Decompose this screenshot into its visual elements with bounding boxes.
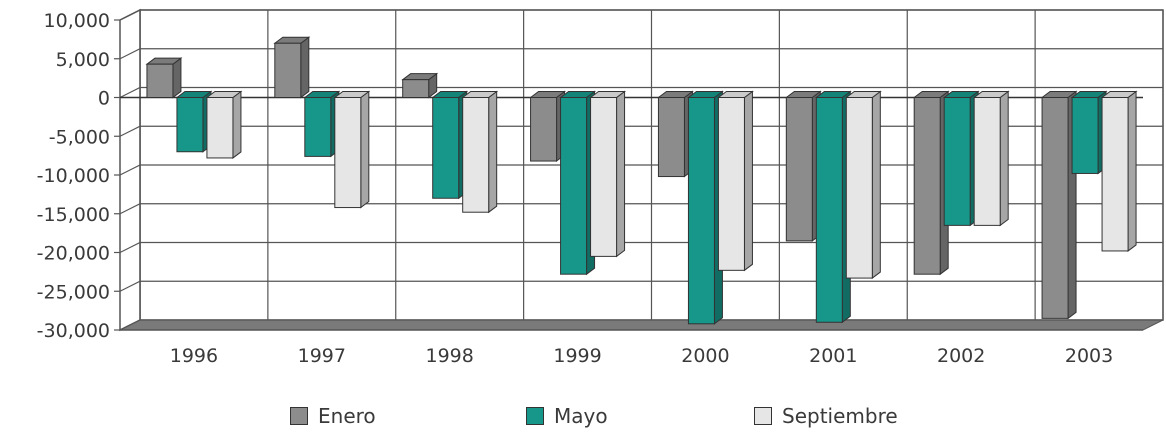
- floor: [119, 319, 1164, 331]
- x-tick-label: 2003: [1065, 345, 1113, 367]
- y-tick-label: -5,000: [49, 126, 110, 148]
- bar: [1070, 90, 1108, 175]
- bar-front: [560, 97, 588, 275]
- bar-front: [462, 97, 490, 213]
- bar-side: [172, 57, 182, 99]
- bar-front: [717, 97, 745, 271]
- bar-front: [274, 42, 302, 98]
- x-tick-label: 2001: [809, 345, 857, 367]
- y-tick-label: -20,000: [37, 243, 110, 265]
- legend-swatch-mayo: [526, 407, 544, 425]
- bar-front: [657, 97, 685, 178]
- x-axis-tick-labels: 1996 1997 1998 1999 2000 2001 2002 2003: [170, 345, 1113, 367]
- bar: [972, 90, 1010, 227]
- bar-front: [1101, 97, 1129, 252]
- bar-front: [402, 79, 430, 99]
- y-tick-label: -10,000: [37, 165, 110, 187]
- bar: [559, 90, 597, 276]
- bar-front: [432, 97, 460, 199]
- bar-front: [785, 97, 813, 242]
- legend-item-mayo: Mayo: [526, 404, 608, 428]
- bar: [461, 90, 499, 214]
- bar: [205, 90, 243, 159]
- bar-front: [687, 97, 715, 325]
- bar-chart: 10,000 5,000 0 -5,000 -10,000 -15,000 -20,000 -…: [37, 8, 1164, 367]
- bar: [912, 90, 950, 276]
- bar-side: [743, 90, 753, 272]
- y-tick-label: 5,000: [56, 49, 110, 71]
- x-tick-label: 1999: [553, 345, 601, 367]
- bar: [942, 90, 980, 227]
- bar-front: [943, 97, 971, 226]
- bar: [273, 36, 311, 99]
- legend-item-septiembre: Septiembre: [754, 404, 898, 428]
- bar: [784, 90, 822, 242]
- bar: [686, 90, 724, 325]
- bars: [145, 36, 1138, 325]
- bar: [589, 90, 627, 258]
- bar-front: [973, 97, 1001, 226]
- bar-front: [590, 97, 618, 257]
- bar: [814, 90, 852, 324]
- bar: [656, 90, 694, 178]
- y-axis-tick-labels: 10,000 5,000 0 -5,000 -10,000 -15,000 -20,000 -…: [37, 10, 120, 342]
- bar-front: [176, 97, 204, 153]
- bar-front: [815, 97, 843, 323]
- bar-front: [1041, 97, 1069, 319]
- bar: [1040, 90, 1078, 320]
- bar: [529, 90, 567, 163]
- bar-side: [1127, 90, 1137, 252]
- bar-front: [304, 97, 332, 157]
- bar-side: [871, 90, 881, 280]
- x-tick-label: 1997: [298, 345, 346, 367]
- bar-side: [999, 90, 1009, 227]
- y-tick-label: -15,000: [37, 204, 110, 226]
- bar: [844, 90, 882, 280]
- bar-side: [488, 90, 498, 214]
- bar-front: [845, 97, 873, 279]
- bar-front: [146, 63, 174, 99]
- bar-side: [300, 36, 310, 99]
- bar: [175, 90, 213, 153]
- bar-side: [232, 90, 242, 159]
- x-tick-label: 1996: [170, 345, 218, 367]
- legend-swatch-enero: [290, 407, 308, 425]
- bar-side: [360, 90, 370, 209]
- legend-label-enero: Enero: [318, 404, 376, 428]
- y-tick-label: -30,000: [37, 320, 110, 342]
- x-tick-label: 2000: [681, 345, 729, 367]
- legend: Enero Mayo Septiembre: [0, 404, 1166, 434]
- bar-front: [1071, 97, 1099, 174]
- bar: [145, 57, 183, 99]
- legend-swatch-septiembre: [754, 407, 772, 425]
- legend-item-enero: Enero: [290, 404, 376, 428]
- y-tick-label: -25,000: [37, 281, 110, 303]
- y-tick-label: 10,000: [44, 10, 110, 32]
- y-tick-label: 0: [98, 88, 110, 110]
- bar: [1100, 90, 1138, 252]
- bar: [303, 90, 341, 158]
- legend-label-mayo: Mayo: [554, 404, 608, 428]
- bar-front: [530, 97, 558, 162]
- bar-front: [913, 97, 941, 275]
- x-tick-label: 1998: [426, 345, 474, 367]
- bar-front: [334, 97, 362, 209]
- bar: [401, 72, 439, 99]
- legend-label-septiembre: Septiembre: [782, 404, 898, 428]
- bar-front: [206, 97, 234, 159]
- x-tick-label: 2002: [937, 345, 985, 367]
- bar-side: [616, 90, 626, 258]
- bar: [716, 90, 754, 272]
- bar: [431, 90, 469, 200]
- bar: [333, 90, 371, 209]
